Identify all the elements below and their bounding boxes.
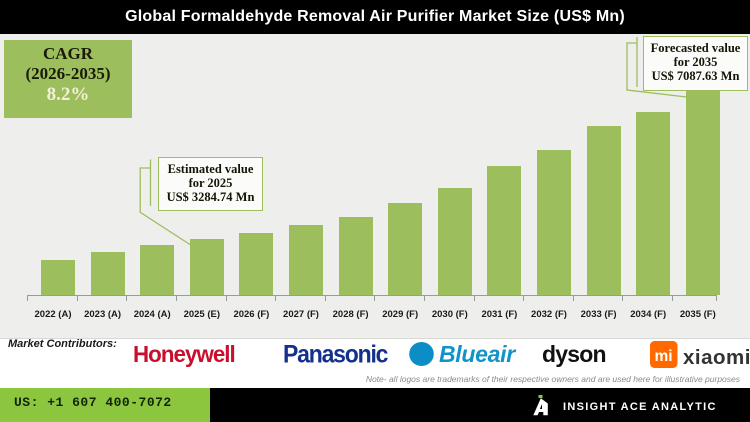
- svg-text:Panasonic: Panasonic: [283, 343, 388, 367]
- svg-text:mi: mi: [654, 348, 672, 365]
- svg-text:Blueair: Blueair: [439, 342, 516, 367]
- svg-text:Honeywell: Honeywell: [133, 343, 235, 367]
- svg-text:dyson: dyson: [542, 341, 606, 367]
- svg-text:xiaomi: xiaomi: [683, 346, 750, 369]
